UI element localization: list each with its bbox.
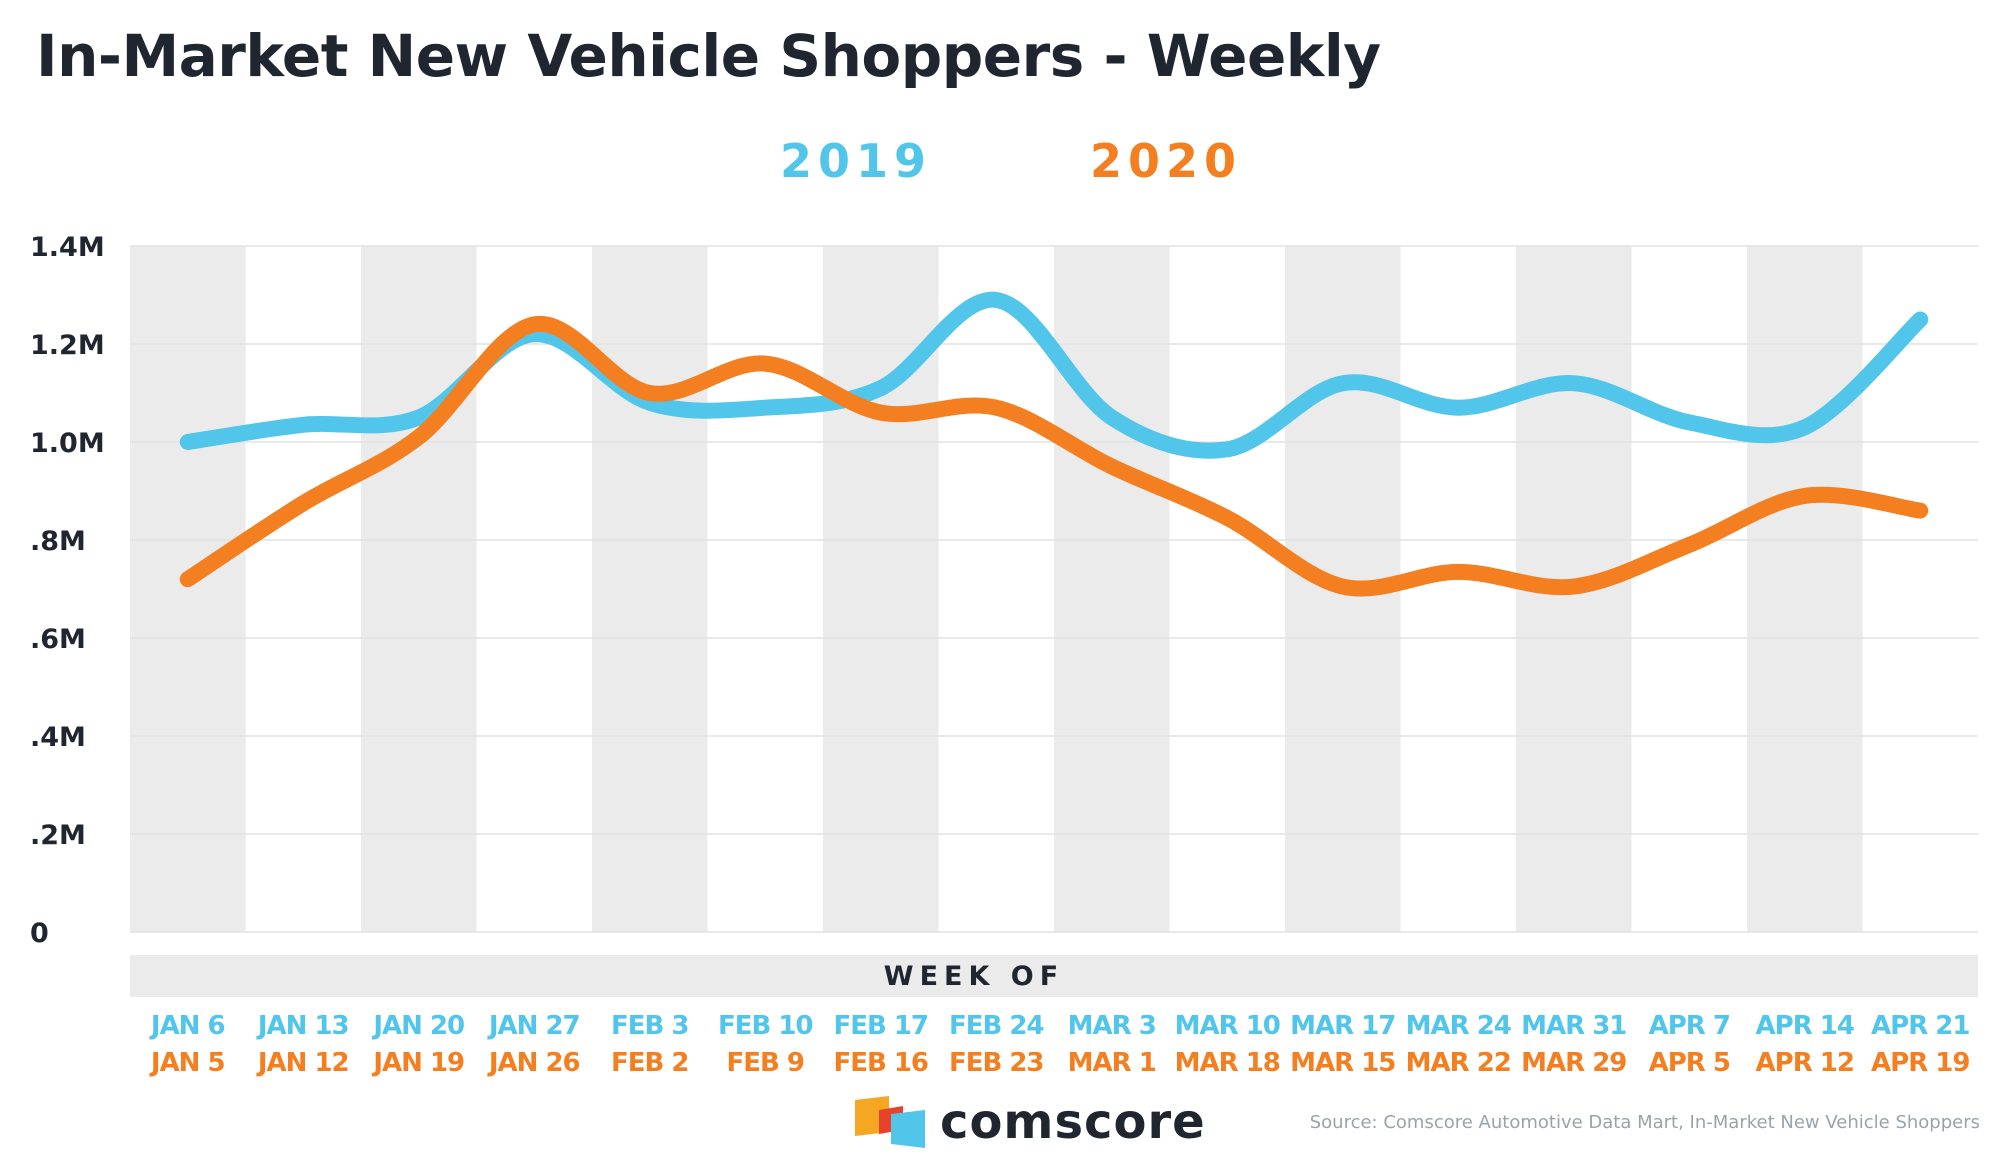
- legend-2019: 2019: [780, 134, 933, 188]
- x-tick-label-2019: MAR 10: [1175, 1011, 1280, 1041]
- column-band: [1054, 246, 1170, 932]
- column-band: [1747, 246, 1863, 932]
- x-tick-label-2020: APR 12: [1756, 1048, 1854, 1078]
- line-chart: 0 .2M .4M .6M .8M 1.0M 1.2M 1.4M WEEK OF JAN 6 JAN…: [30, 232, 1978, 1078]
- data-point-2019: [1919, 319, 1921, 320]
- x-tick-label-2019: FEB 3: [611, 1011, 688, 1041]
- data-point-2019: [1457, 407, 1459, 409]
- y-tick-label: 1.2M: [30, 330, 105, 361]
- data-point-2020: [880, 412, 882, 414]
- data-point-2020: [1919, 510, 1921, 512]
- data-point-2020: [1111, 466, 1113, 467]
- data-point-2020: [302, 502, 304, 504]
- data-point-2019: [302, 424, 304, 426]
- data-point-2019: [1226, 448, 1228, 450]
- x-tick-label-2019: FEB 24: [949, 1011, 1044, 1041]
- comscore-logo-icon: [855, 1096, 925, 1148]
- data-point-2019: [187, 441, 189, 443]
- data-point-2019: [1804, 426, 1806, 428]
- x-tick-label-2020: MAR 1: [1068, 1048, 1156, 1078]
- data-point-2019: [1688, 421, 1690, 423]
- x-tick-label-2020: MAR 18: [1175, 1048, 1280, 1078]
- y-tick-label: .2M: [30, 820, 86, 851]
- legend-2020: 2020: [1090, 134, 1243, 188]
- data-point-2019: [880, 387, 882, 389]
- data-point-2019: [1111, 417, 1113, 418]
- x-tick-label-2020: FEB 9: [727, 1048, 804, 1078]
- x-tick-label-2020: APR 5: [1649, 1048, 1730, 1078]
- x-axis-bar: [130, 955, 1978, 997]
- x-tick-label-2019: JAN 20: [371, 1011, 464, 1041]
- y-tick-label: 0: [30, 918, 49, 949]
- x-tick-label-2019: MAR 3: [1068, 1011, 1156, 1041]
- column-band: [592, 246, 708, 932]
- data-point-2019: [1342, 382, 1344, 384]
- data-point-2020: [1573, 586, 1575, 588]
- x-tick-label-2019: MAR 24: [1406, 1011, 1511, 1041]
- data-point-2020: [1342, 586, 1344, 588]
- data-point-2019: [1573, 382, 1575, 384]
- chart-title: In-Market New Vehicle Shoppers - Weekly: [36, 22, 1381, 90]
- x-tick-label-2020: FEB 16: [833, 1048, 928, 1078]
- x-tick-label-2020: JAN 19: [371, 1048, 464, 1078]
- data-point-2019: [533, 333, 535, 335]
- x-tick-label-2020: FEB 2: [611, 1048, 688, 1078]
- data-point-2020: [187, 578, 189, 580]
- data-point-2019: [418, 417, 420, 418]
- brand-name: comscore: [940, 1094, 1206, 1150]
- y-tick-label: .4M: [30, 722, 86, 753]
- column-band: [361, 246, 477, 932]
- data-point-2020: [649, 392, 651, 394]
- x-tick-label-2020: JAN 12: [256, 1048, 349, 1078]
- x-tick-label-2019: MAR 31: [1521, 1011, 1626, 1041]
- column-band: [130, 246, 246, 932]
- x-tick-label-2019: FEB 17: [833, 1011, 928, 1041]
- y-tick-label: .8M: [30, 526, 86, 557]
- data-point-2020: [1226, 517, 1228, 519]
- x-tick-label-2020: MAR 22: [1406, 1048, 1511, 1078]
- data-point-2020: [995, 407, 997, 409]
- x-tick-label-2019: JAN 6: [149, 1011, 225, 1041]
- y-tick-label: 1.0M: [30, 428, 105, 459]
- data-point-2019: [764, 407, 766, 409]
- x-tick-label-2020: FEB 23: [949, 1048, 1044, 1078]
- x-tick-label-2019: FEB 10: [718, 1011, 813, 1041]
- data-point-2019: [995, 299, 997, 301]
- x-tick-label-2019: JAN 27: [487, 1011, 580, 1041]
- x-tick-label-2020: APR 19: [1871, 1048, 1969, 1078]
- x-tick-label-2019: JAN 13: [256, 1011, 349, 1041]
- data-point-2019: [649, 402, 651, 404]
- x-tick-label-2019: APR 21: [1871, 1011, 1969, 1041]
- data-point-2020: [1688, 544, 1690, 546]
- x-axis-title: WEEK OF: [884, 961, 1064, 992]
- data-point-2020: [418, 436, 420, 438]
- source-note: Source: Comscore Automotive Data Mart, I…: [1309, 1112, 1980, 1133]
- data-point-2020: [1457, 571, 1459, 573]
- y-tick-label: 1.4M: [30, 232, 105, 263]
- x-tick-label-2019: MAR 17: [1290, 1011, 1395, 1041]
- y-tick-label: .6M: [30, 624, 86, 655]
- x-tick-label-2020: JAN 26: [487, 1048, 580, 1078]
- data-point-2020: [533, 323, 535, 325]
- data-point-2020: [1804, 495, 1806, 497]
- x-tick-label-2020: MAR 15: [1290, 1048, 1395, 1078]
- data-point-2020: [764, 363, 766, 365]
- x-tick-label-2019: APR 7: [1649, 1011, 1730, 1041]
- x-tick-label-2019: APR 14: [1756, 1011, 1854, 1041]
- x-tick-label-2020: JAN 5: [149, 1048, 225, 1078]
- x-tick-label-2020: MAR 29: [1521, 1048, 1626, 1078]
- series-line-2020: [179, 316, 1929, 597]
